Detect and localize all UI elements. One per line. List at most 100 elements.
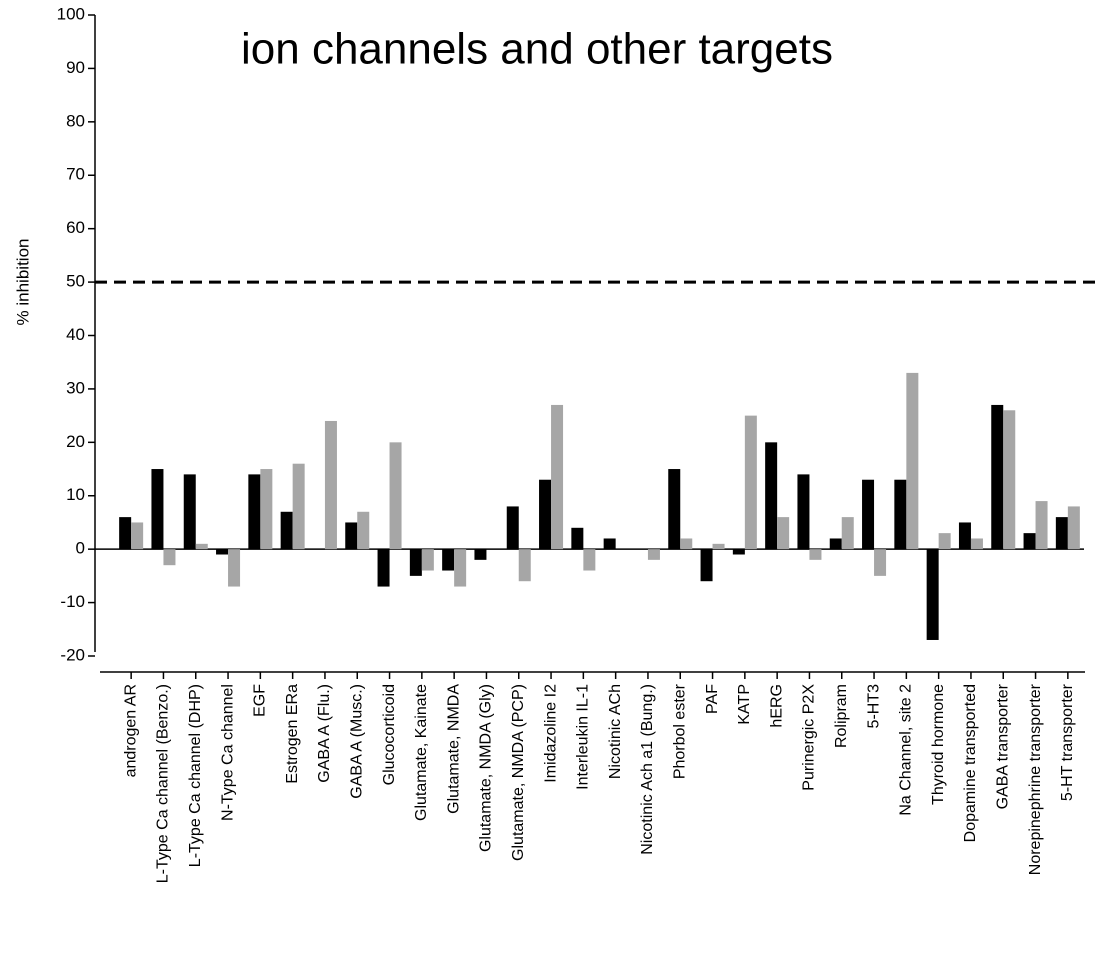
y-tick-label: 10: [66, 485, 85, 504]
x-tick-label: 5-HT3: [865, 684, 882, 729]
x-tick-label: Imidazoline I2: [542, 684, 559, 783]
x-tick-label: KATP: [736, 684, 753, 725]
y-tick-label: 80: [66, 111, 85, 130]
bar: [228, 549, 241, 587]
bar: [474, 549, 487, 560]
bar: [991, 404, 1004, 550]
x-tick-label: Glutamate, NMDA: [445, 684, 462, 814]
x-tick-label: Purinergic P2X: [801, 684, 818, 791]
bar: [248, 474, 261, 550]
x-tick-label: hERG: [768, 684, 785, 728]
bar: [409, 549, 422, 576]
bar: [700, 549, 713, 582]
x-tick-label: L-Type Ca channel (DHP): [187, 684, 204, 867]
bar: [744, 415, 757, 550]
y-tick-label: 70: [66, 165, 85, 184]
bar: [119, 517, 132, 550]
bar: [712, 543, 725, 550]
bar: [131, 522, 144, 550]
y-tick-label: 20: [66, 432, 85, 451]
x-tick-label: Nicotinic Ach a1 (Bung.): [639, 684, 656, 855]
bar: [829, 538, 842, 550]
x-tick-label: Rolipram: [833, 684, 850, 748]
bar: [454, 549, 467, 587]
bar: [797, 474, 810, 550]
x-tick-label: Glutamate, NMDA (Gly): [478, 684, 495, 852]
y-axis-label: % inhibition: [13, 239, 32, 326]
x-tick-label: Norepinephrine transporter: [1027, 683, 1044, 875]
y-tick-label: 90: [66, 58, 85, 77]
bar: [1067, 506, 1080, 550]
bar: [603, 538, 616, 550]
x-tick-label: Na Channel, site 2: [898, 684, 915, 816]
x-tick-label: Nicotinic ACh: [607, 684, 624, 779]
bar: [442, 549, 455, 571]
y-tick-label: 100: [57, 4, 85, 23]
bar: [389, 442, 402, 550]
y-tick-label: 30: [66, 378, 85, 397]
x-tick-label: Glucocorticoid: [381, 684, 398, 785]
x-tick-label: Glutamate, NMDA (PCP): [510, 684, 527, 861]
y-tick-label: 0: [76, 539, 85, 558]
y-tick-label: 40: [66, 325, 85, 344]
bar: [163, 549, 176, 566]
bar: [765, 442, 778, 550]
y-tick-label: 50: [66, 272, 85, 291]
bar: [777, 517, 790, 550]
x-tick-label: EGF: [252, 684, 269, 717]
x-tick-label: Glutamate, Kainate: [413, 684, 430, 821]
x-tick-label: L-Type Ca channel (Benzo.): [155, 684, 172, 883]
bar: [260, 469, 273, 550]
bar: [970, 538, 983, 550]
bar: [216, 549, 229, 555]
x-tick-label: Thyroid hormone: [930, 684, 947, 805]
x-tick-label: GABA transporter: [994, 683, 1011, 809]
bar: [668, 469, 681, 550]
bar: [345, 522, 358, 550]
bar: [894, 479, 907, 550]
bar: [1003, 410, 1016, 550]
bar: [151, 469, 164, 550]
bar: [841, 517, 854, 550]
x-tick-label: N-Type Ca channel: [219, 684, 236, 821]
x-tick-label: PAF: [704, 684, 721, 714]
x-tick-label: Interleukin IL-1: [575, 684, 592, 790]
bar: [421, 549, 434, 571]
bar: [809, 549, 822, 560]
bar: [539, 479, 552, 550]
bar: [938, 533, 951, 550]
bar: [357, 511, 370, 550]
bar: [862, 479, 875, 550]
x-tick-label: androgen AR: [122, 684, 139, 777]
bar: [551, 404, 564, 550]
x-tick-label: Phorbol ester: [671, 683, 688, 779]
y-tick-label: 60: [66, 218, 85, 237]
x-tick-label: GABA A (Musc.): [348, 684, 365, 799]
y-tick-label: -10: [60, 592, 85, 611]
bar: [958, 522, 971, 550]
bar: [906, 372, 919, 550]
bar: [926, 549, 939, 640]
bar: [1035, 501, 1048, 550]
bar: [324, 420, 337, 550]
bar: [680, 538, 693, 550]
bar: [1055, 517, 1068, 550]
bar: [518, 549, 531, 582]
x-tick-label: 5-HT transporter: [1059, 683, 1076, 801]
bar: [280, 511, 293, 550]
bar: [647, 549, 660, 560]
chart-title: ion channels and other targets: [241, 25, 833, 74]
bar: [874, 549, 887, 576]
x-tick-label: GABA A (Flu.): [316, 684, 333, 783]
bar: [1023, 533, 1036, 550]
y-tick-label: -20: [60, 645, 85, 664]
bar: [583, 549, 596, 571]
bar: [195, 543, 208, 550]
bar: [292, 463, 305, 550]
bar: [183, 474, 196, 550]
bar: [732, 549, 745, 555]
bar: [377, 549, 390, 587]
x-tick-label: Dopamine transported: [962, 684, 979, 842]
bar: [506, 506, 519, 550]
